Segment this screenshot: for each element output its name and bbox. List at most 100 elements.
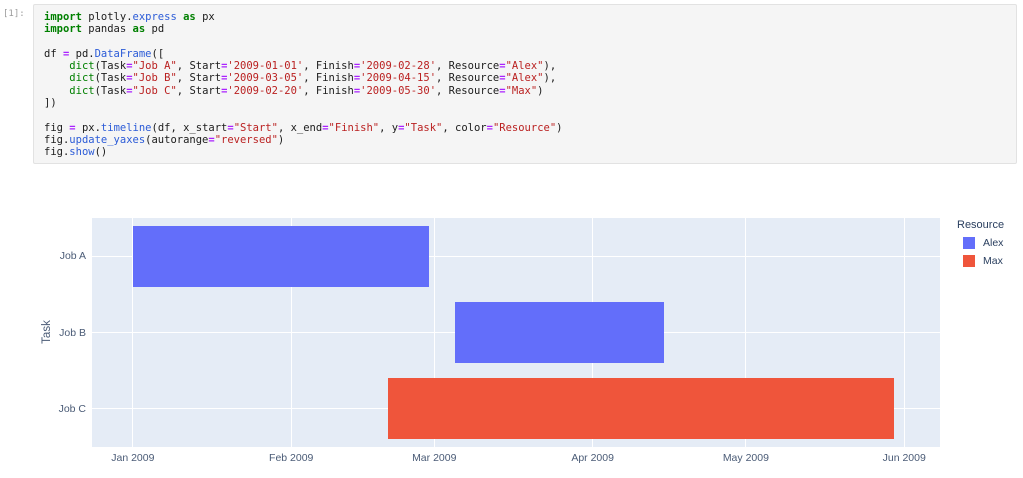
code-token: , Start [176,60,222,73]
legend: Resource Alex Max [955,219,1004,270]
code-token: = [486,121,493,134]
legend-swatch-icon [963,255,975,267]
legend-label: Max [983,255,1003,267]
code-token: , color [442,121,487,134]
code-token: = [322,121,329,134]
y-gridline [92,255,940,257]
code-token: timeline [100,121,152,134]
legend-title: Resource [957,219,1005,231]
legend-item-alex[interactable]: Alex [963,234,1004,252]
code-line[interactable]: dict(Task="Job C", Start='2009-02-20', F… [44,85,1006,97]
x-tick-label: Jan 2009 [111,452,155,464]
code-token: dict [69,60,95,73]
code-token: (df, x_start [151,121,228,134]
code-line[interactable]: fig = px.timeline(df, x_start="Start", x… [44,122,1006,134]
code-token: = [126,60,133,73]
code-token: "Start" [233,121,278,134]
code-token: (Task [94,60,127,73]
code-token: , Start [176,72,222,85]
code-token: "Max" [505,84,538,97]
code-token: (Task [94,84,127,97]
x-tick-label: Mar 2009 [412,452,457,464]
code-token: '2009-05-30' [360,84,437,97]
code-token: ([ [151,47,165,60]
code-token: = [221,60,228,73]
code-token: = [353,60,361,73]
code-token: pd [145,23,165,36]
code-token: express [132,11,177,23]
code-line[interactable]: dict(Task="Job B", Start='2009-03-05', F… [44,72,1006,84]
code-token: , y [379,121,399,134]
code-token: = [221,84,228,97]
code-token: "Job B" [132,72,177,85]
code-line[interactable]: fig.show() [44,146,1006,158]
x-tick-label: Jun 2009 [882,452,926,464]
code-token: ]) [44,97,57,110]
y-tick-label: Job B [59,326,86,339]
code-token: = [227,121,234,134]
code-token: '2009-02-20' [227,84,304,97]
code-token: (Task [94,72,127,85]
cell-execution-prompt: [1]: [3,9,25,19]
code-token: as [132,23,146,36]
y-tick-label: Job C [58,402,86,415]
code-cell[interactable]: import plotly.express as px import pandas… [33,4,1017,164]
legend-item-max[interactable]: Max [963,252,1004,270]
code-line[interactable]: fig.update_yaxes(autorange="reversed") [44,134,1006,146]
code-token: = [353,72,361,85]
code-token: "Task" [404,121,443,134]
code-editor[interactable]: import plotly.express as px import pandas… [44,11,1006,159]
code-token: = [126,84,133,97]
code-token: import [44,11,82,23]
x-tick-label: May 2009 [722,452,769,464]
code-token: ), [543,72,557,85]
code-token: = [69,121,76,134]
code-token: = [353,84,361,97]
code-token: px. [75,121,101,134]
code-token: show [69,146,95,159]
code-token: = [398,121,405,134]
code-token: = [221,72,228,85]
code-token: "Resource" [492,121,557,134]
legend-label: Alex [983,237,1004,249]
code-token: , Start [176,84,222,97]
code-token: "Job C" [132,84,177,97]
code-token: ) [537,84,544,97]
code-token: df [44,47,63,60]
code-token: px [195,11,215,23]
code-token: , Finish [303,72,354,85]
code-line[interactable]: dict(Task="Job A", Start='2009-01-01', F… [44,60,1006,72]
code-token: as [183,11,196,23]
code-token: "Job A" [132,60,177,73]
code-token: '2009-03-05' [227,72,304,85]
code-line[interactable]: import plotly.express as px [44,11,1006,23]
code-token: import [44,23,82,36]
gantt-bar-job-a[interactable] [132,225,430,287]
code-token: dict [69,84,95,97]
code-token: dict [69,72,95,85]
code-line[interactable]: df = pd.DataFrame([ [44,48,1006,60]
gantt-bar-job-c[interactable] [388,378,895,440]
code-token: '2009-01-01' [227,60,304,73]
code-token: ) [277,133,285,146]
legend-items: Alex Max [955,234,1004,270]
code-token: fig. [44,146,70,159]
code-token: = [62,47,70,60]
code-token: ) [556,121,563,134]
gantt-bar-job-b[interactable] [454,301,665,364]
y-tick-label: Job A [59,250,86,263]
code-token: update_yaxes [69,133,146,146]
code-line[interactable]: import pandas as pd [44,23,1006,35]
code-token: , x_end [277,121,323,134]
code-token: "reversed" [214,133,278,146]
code-token: fig. [44,133,70,146]
plot-area[interactable] [92,218,940,447]
legend-swatch-icon [963,237,975,249]
code-token: = [499,60,506,73]
code-token: , Resource [436,60,500,73]
code-line[interactable]: ]) [44,97,1006,109]
code-token: , Finish [303,84,354,97]
code-token: ), [543,60,557,73]
